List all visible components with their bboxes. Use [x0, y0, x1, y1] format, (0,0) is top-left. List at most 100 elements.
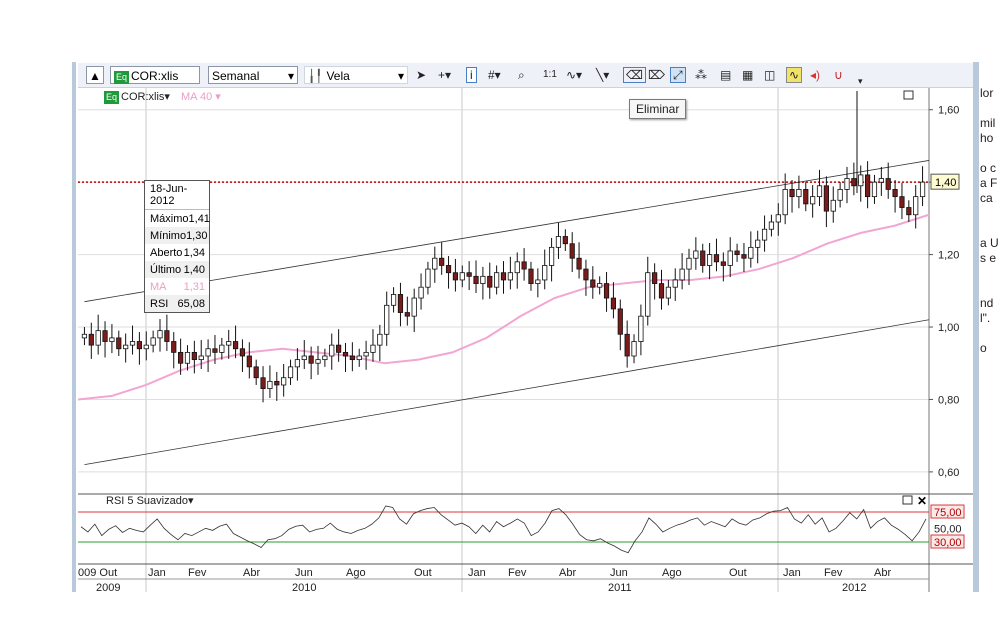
- candle-body: [397, 294, 404, 313]
- month-label: Fev: [508, 567, 527, 579]
- data-window-value: 1,30: [186, 230, 208, 242]
- candle-body: [445, 265, 452, 274]
- candle-body: [390, 294, 397, 306]
- ratio-button[interactable]: 1:1: [543, 69, 557, 80]
- candle-body: [178, 351, 184, 364]
- grid-icon[interactable]: #▾: [488, 68, 501, 82]
- legend-ma[interactable]: MA 40 ▾: [181, 91, 221, 103]
- style-select[interactable]: ╽╿ Vela ▾: [304, 66, 408, 84]
- period-select[interactable]: Semanal ▾: [208, 66, 298, 84]
- indicator-icon[interactable]: ∿▾: [566, 68, 583, 82]
- month-label: 009 Out: [78, 567, 117, 579]
- candle-body: [315, 359, 321, 364]
- maximize-icon: [902, 495, 913, 505]
- candle-body: [727, 250, 733, 266]
- rsi-level-label: 75,00: [934, 507, 962, 519]
- candle-body: [329, 344, 335, 357]
- month-label: Out: [729, 567, 747, 579]
- candle-body: [232, 341, 239, 350]
- chevron-down-icon: ▾: [397, 69, 404, 83]
- wave-icon[interactable]: ∿: [786, 67, 803, 83]
- magic-icon[interactable]: ⁂: [695, 68, 707, 82]
- eraser-all-icon[interactable]: ⌦: [648, 68, 665, 82]
- candle-body: [384, 304, 390, 335]
- candle-body: [439, 257, 445, 266]
- current-price-box: [930, 173, 960, 190]
- candle-body: [672, 279, 678, 288]
- candle-body: [184, 351, 191, 364]
- candle-body: [294, 359, 301, 368]
- candle-body: [123, 344, 129, 350]
- price-tick-label: 0,60: [938, 467, 959, 479]
- month-label: Fev: [824, 567, 843, 579]
- candle-body: [645, 272, 651, 317]
- zoom-icon[interactable]: ⌕: [518, 68, 525, 82]
- expand-icon[interactable]: ⤢: [670, 67, 686, 83]
- candle-body: [281, 377, 287, 386]
- candle-body: [363, 351, 369, 357]
- layout-icon[interactable]: ◫: [764, 68, 776, 82]
- symbol-input[interactable]: Eq COR:xlis: [110, 66, 200, 84]
- candle-body: [191, 351, 197, 361]
- candle-body: [830, 199, 836, 212]
- line-tool-icon[interactable]: ╲▾: [596, 68, 610, 82]
- price-axis: 0,600,801,001,201,401,601,40: [929, 105, 960, 479]
- more-icon[interactable]: ▾: [858, 76, 863, 86]
- eraser-icon[interactable]: ⌫: [623, 67, 646, 83]
- data-window: 18-Jun-2012 Máximo 1,41 Mínimo 1,30 Aberto 1,…: [144, 180, 210, 313]
- chevron-down-icon[interactable]: ▾: [164, 91, 170, 103]
- tooltip: Eliminar: [629, 99, 687, 119]
- candle-body: [816, 185, 823, 198]
- year-label: 2011: [608, 582, 632, 594]
- candle-body: [844, 178, 850, 190]
- legend-ma-label: MA 40: [181, 91, 213, 103]
- candle-body: [789, 189, 795, 198]
- chart-settings-icon[interactable]: ▤: [720, 68, 732, 82]
- side-text-line: ca: [980, 191, 993, 205]
- chevron-down-icon: ▾: [287, 69, 294, 83]
- candle-body: [913, 196, 919, 216]
- candle-body: [136, 341, 142, 350]
- info-icon[interactable]: i: [466, 67, 477, 83]
- channel-line: [84, 160, 930, 303]
- candle-body: [198, 355, 204, 361]
- equity-badge: Eq: [104, 91, 120, 104]
- right-scrollbar[interactable]: [973, 62, 979, 592]
- candle-body: [267, 380, 273, 389]
- data-window-label: RSI: [150, 298, 169, 310]
- candle-body: [349, 355, 355, 361]
- candle-body: [356, 355, 362, 361]
- magnet-icon[interactable]: ∪: [834, 68, 843, 82]
- candle-body: [597, 283, 603, 288]
- ma-line: [77, 213, 930, 401]
- legend-symbol[interactable]: COR:xlis: [121, 91, 165, 103]
- chart-compare-icon[interactable]: ▦: [742, 68, 754, 82]
- side-text-line: s e: [980, 251, 997, 265]
- candle-body: [81, 333, 88, 339]
- candlesticks: [81, 91, 926, 403]
- candle-body: [521, 261, 527, 270]
- candle-body: [411, 297, 417, 317]
- candle-body: [638, 315, 644, 342]
- cursor-icon[interactable]: ➤: [416, 68, 427, 82]
- candle-body: [734, 250, 740, 255]
- candle-body: [658, 283, 665, 299]
- crosshair-icon[interactable]: +▾: [438, 68, 452, 82]
- sound-icon[interactable]: ◂): [810, 68, 821, 82]
- candle-body: [919, 181, 926, 198]
- side-text-line: o c: [980, 161, 997, 175]
- candle-body: [603, 283, 610, 299]
- collapse-button[interactable]: ▲: [86, 66, 104, 84]
- candle-body: [150, 337, 156, 346]
- side-text-line: o: [980, 341, 987, 355]
- month-label: Ago: [662, 567, 682, 579]
- candle-body: [528, 268, 534, 284]
- rsi-title[interactable]: RSI 5 Suavizado▾: [106, 494, 193, 507]
- candle-body: [768, 221, 775, 230]
- close-icon: ✕: [917, 494, 927, 508]
- maximize-icon: [903, 90, 914, 100]
- candle-body: [906, 207, 912, 216]
- candle-body: [253, 366, 259, 379]
- candle-body: [858, 174, 864, 187]
